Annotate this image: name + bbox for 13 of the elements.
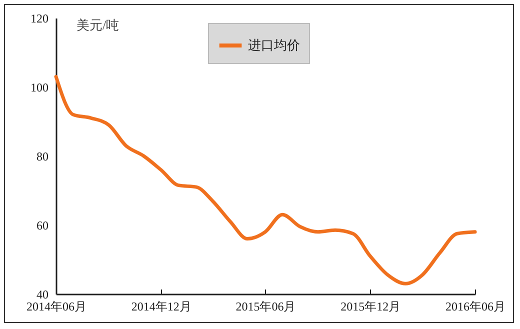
y-axis-title: 美元/吨	[76, 18, 120, 32]
y-tick-label: 80	[36, 150, 48, 164]
y-tick-label: 40	[36, 288, 48, 302]
line-series	[54, 74, 477, 286]
x-tick-label: 2014年12月	[131, 300, 192, 314]
x-tick-label: 2015年06月	[236, 300, 296, 314]
x-tick-label: 2016年06月	[446, 300, 506, 314]
x-tick-label: 2014年06月	[26, 300, 86, 314]
legend-label: 进口均价	[248, 38, 300, 52]
x-tick-label: 2015年12月	[340, 300, 401, 314]
y-tick-label: 60	[36, 218, 48, 232]
y-tick-label: 100	[30, 80, 48, 94]
y-tick-label: 120	[30, 12, 48, 26]
